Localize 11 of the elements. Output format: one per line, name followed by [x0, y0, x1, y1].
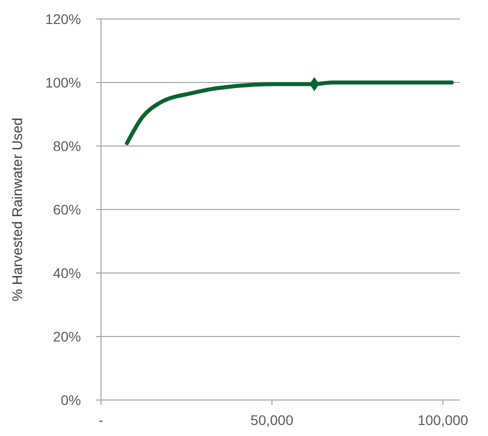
y-tick-label: 120% [45, 10, 81, 27]
y-tick-label: 60% [52, 201, 81, 218]
y-tick-label: 40% [52, 264, 81, 281]
x-tick-label: - [98, 412, 104, 428]
y-tick-label: 80% [52, 138, 81, 154]
x-tick-label: 50,000 [250, 412, 294, 428]
y-tick-label: 20% [52, 328, 81, 344]
y-tick-label: 0% [60, 392, 81, 408]
x-tick-label: 100,000 [418, 412, 468, 428]
y-axis-title: % Harvested Rainwater Used [9, 118, 25, 302]
y-tick-label: 100% [45, 74, 81, 90]
